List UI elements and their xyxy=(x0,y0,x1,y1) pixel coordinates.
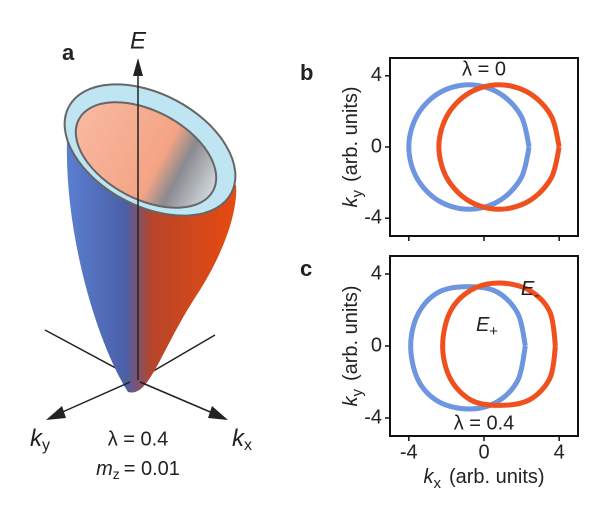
panel-label: c xyxy=(300,256,312,281)
y-tick-label: 0 xyxy=(371,334,382,356)
annotation: λ = 0.4 xyxy=(454,412,515,434)
y-tick-label: -4 xyxy=(364,206,382,228)
kx-label: kx xyxy=(232,425,252,454)
y-axis-label: ky(arb. units) xyxy=(340,86,366,207)
panel-label: b xyxy=(300,60,313,85)
curve xyxy=(436,82,562,212)
curve xyxy=(406,82,532,212)
lambda-label: λ = 0.4 xyxy=(108,428,169,450)
x-axis-label: kx (arb. units) xyxy=(423,466,544,492)
annotation: λ = 0 xyxy=(462,58,506,80)
ky-label: ky xyxy=(30,425,50,454)
annotation: E- xyxy=(521,278,539,304)
y-tick-label: 4 xyxy=(371,64,382,86)
curve xyxy=(408,284,528,412)
energy-axis-label: E xyxy=(130,27,147,54)
x-tick-label: 0 xyxy=(478,441,489,463)
y-tick-label: 4 xyxy=(371,262,382,284)
y-tick-label: -4 xyxy=(364,406,382,428)
curve xyxy=(440,280,558,408)
y-tick-label: 0 xyxy=(371,135,382,157)
panel-a-drawing xyxy=(44,58,237,420)
y-axis-label: ky(arb. units) xyxy=(340,285,366,406)
annotation: E+ xyxy=(476,314,498,340)
mz-label: mz = 0.01 xyxy=(96,458,180,481)
x-tick-label: 4 xyxy=(554,441,565,463)
x-tick-label: -4 xyxy=(400,441,418,463)
panel-label: a xyxy=(62,40,75,65)
